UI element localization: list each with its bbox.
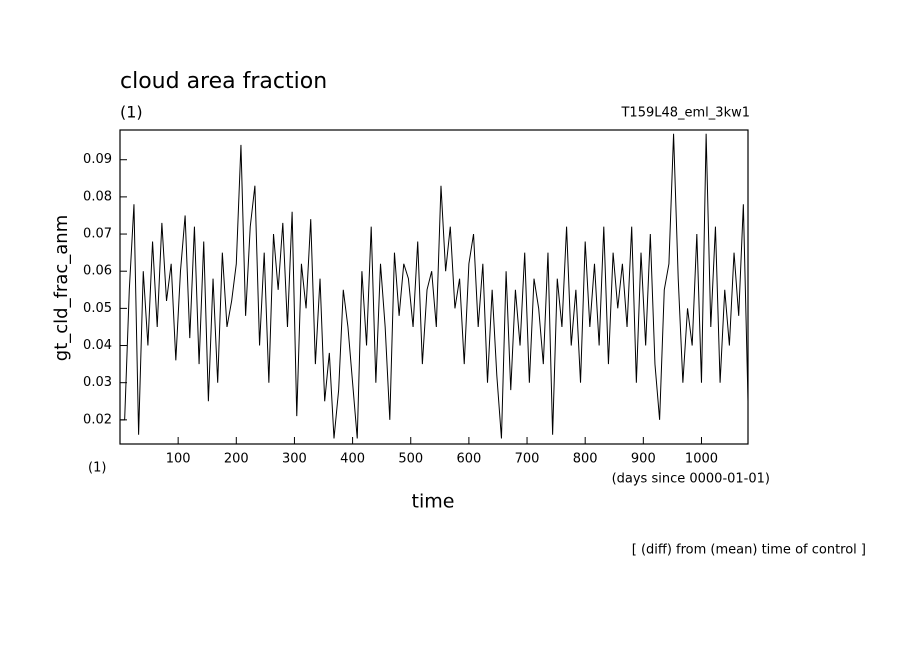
y-axis-label: gt_cld_frac_anm: [51, 215, 72, 361]
subtitle: (1): [120, 103, 143, 122]
x-tick-label: 700: [515, 452, 540, 467]
x-unit-right: (days since 0000-01-01): [612, 472, 770, 487]
y-tick-label: 0.04: [83, 338, 112, 353]
x-tick-label: 500: [398, 452, 423, 467]
plot-frame: [119, 129, 749, 445]
chart-title: cloud area fraction: [120, 69, 327, 94]
y-tick-label: 0.09: [83, 152, 112, 167]
x-tick-label: 800: [573, 452, 598, 467]
run-label: T159L48_eml_3kw1: [620, 106, 750, 121]
y-tick-label: 0.07: [83, 227, 112, 242]
y-tick-label: 0.02: [83, 412, 112, 427]
x-tick-label: 600: [456, 452, 481, 467]
y-tick-label: 0.03: [83, 375, 112, 390]
x-axis-label: time: [412, 491, 455, 513]
note: [ (diff) from (mean) time of control ]: [632, 543, 866, 558]
x-tick-label: 900: [631, 452, 656, 467]
x-unit-left: (1): [88, 461, 106, 476]
y-tick-label: 0.05: [83, 301, 112, 316]
x-tick-label: 1000: [685, 452, 718, 467]
data-line: [120, 133, 749, 439]
x-tick-label: 100: [166, 452, 191, 467]
x-tick-label: 200: [224, 452, 249, 467]
x-tick-label: 400: [340, 452, 365, 467]
x-tick-label: 300: [282, 452, 307, 467]
y-tick-label: 0.08: [83, 189, 112, 204]
y-tick-label: 0.06: [83, 264, 112, 279]
